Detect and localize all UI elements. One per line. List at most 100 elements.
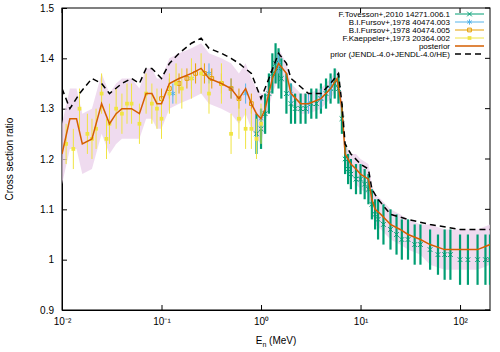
point [436,252,441,257]
point [373,212,378,217]
plot-area [62,38,490,285]
legend-swatch [455,30,484,31]
legend-label: prior (JENDL-4.0+JENDL-4.0/HE) [330,50,450,59]
point [412,242,417,247]
error-bar [179,73,180,93]
y-tick-mark-right [485,310,490,311]
x-axis-title: En (MeV) [256,335,297,348]
y-tick-label: 1.1 [40,204,54,215]
point [160,117,164,121]
point [458,257,463,262]
line [62,38,490,229]
y-tick-label: 1.4 [40,53,54,64]
point [71,147,75,151]
point [150,102,154,106]
legend-marker [468,36,472,40]
point [237,117,241,121]
x-axis: 10⁻² 10⁻¹ 10⁰ 10¹ 10² [54,305,491,327]
point [354,177,359,182]
point [114,107,118,111]
x-tick-mark-top [460,8,461,13]
legend: F.Tovesson+,2010 14271.006.1B.I.Fursov+,… [330,10,484,59]
x-tick-mark [162,305,163,310]
y-tick-mark [62,209,67,210]
scatter-series [64,53,263,169]
point [207,92,211,96]
line [62,63,490,249]
point [78,107,82,111]
x-tick: 10¹ [354,305,369,327]
y-tick-label: 1.2 [40,154,54,165]
y-tick-mark-right [485,108,490,109]
legend-marker [468,28,472,32]
point [130,102,134,106]
error-bar [211,68,212,88]
plot-frame [62,8,490,310]
point [488,257,490,262]
y-tick: 1.3 [40,103,67,114]
x-tick-label: 10⁻² [54,316,72,327]
error-bar [186,68,187,88]
point [466,257,471,262]
y-tick-label: 0.9 [40,305,54,316]
point [346,167,351,172]
x-tick-mark [460,305,461,310]
legend-marker [467,12,472,17]
x-tick-label: 10¹ [354,316,369,327]
error-bar [195,63,196,83]
point [229,132,233,136]
point [180,87,184,91]
point [314,101,319,106]
point [279,76,284,81]
x-tick: 10² [453,305,468,327]
point [303,106,308,111]
point [250,127,254,131]
point [125,102,129,106]
point [86,132,90,136]
point [418,242,423,247]
point [349,172,354,177]
point [399,237,404,242]
y-tick-mark-right [485,58,490,59]
y-tick-mark-right [485,209,490,210]
legend-swatch [455,45,484,47]
x-tick-label: 10⁰ [254,316,269,327]
point [138,122,142,126]
point [100,92,104,96]
y-tick: 1.1 [40,204,67,215]
point [483,257,488,262]
y-tick-label: 1 [48,254,54,265]
point [168,92,172,96]
point [388,227,393,232]
x-tick-mark-top [62,8,63,13]
y-tick: 1 [48,254,67,265]
x-tick-mark-top [161,8,162,13]
point [259,122,263,126]
x-tick-label: 10⁻¹ [153,316,171,327]
point [381,222,386,227]
y-tick-mark [62,8,67,9]
x-axis-line [63,310,491,311]
point [199,72,203,76]
point [362,182,367,187]
point [174,82,178,86]
x-tick: 10⁰ [254,305,269,327]
y-tick-mark-right [485,159,490,160]
y-tick: 0.9 [40,305,67,316]
legend-marker [467,19,472,24]
x-tick-mark [261,305,262,310]
chart: 10⁻²10⁻¹10⁰10¹10²0.911.11.21.31.41.5En (… [0,0,500,352]
point [244,127,248,131]
point [442,252,447,257]
point [155,107,159,111]
scatter-series [254,43,490,285]
point [394,232,399,237]
point [298,106,303,111]
point [475,257,480,262]
point [120,112,124,116]
y-tick-mark [62,58,67,59]
y-tick-mark-right [485,8,490,9]
uncertainty-band [62,43,490,270]
legend-swatch [455,53,484,55]
point [448,252,453,257]
